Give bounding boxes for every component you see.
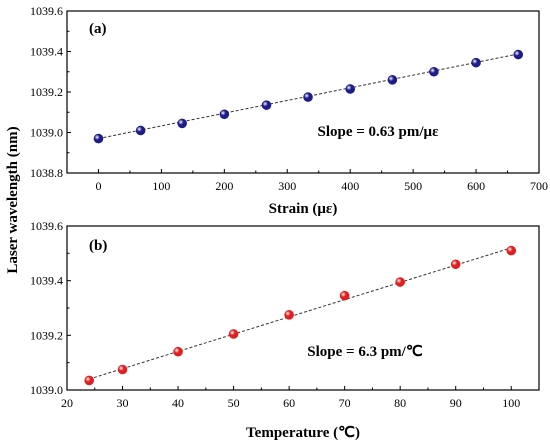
data-point — [339, 290, 350, 301]
x-tick-label: 500 — [404, 179, 422, 193]
x-tick-label: 100 — [152, 179, 170, 193]
x-axis-title: Strain (με) — [269, 201, 338, 217]
data-point — [387, 75, 398, 85]
x-tick-label: 80 — [394, 396, 406, 410]
x-tick-label: 70 — [339, 396, 351, 410]
x-tick-label: 100 — [502, 396, 520, 410]
data-point — [173, 346, 183, 357]
y-tick-label: 1039.4 — [30, 274, 63, 288]
plot-frame — [66, 225, 540, 391]
fit-line — [89, 247, 512, 380]
slope-annotation: Slope = 6.3 pm/℃ — [307, 344, 423, 360]
data-point — [345, 84, 356, 94]
y-tick-label: 1039.2 — [30, 328, 63, 342]
y-tick-label: 1039.2 — [30, 85, 63, 99]
data-point — [513, 49, 524, 60]
shared-y-axis-title: Laser wavelength (nm) — [5, 126, 21, 273]
x-tick-label: 0 — [95, 179, 101, 193]
x-tick-label: 200 — [215, 179, 233, 193]
x-tick-label: 60 — [283, 396, 295, 410]
y-tick-label: 1039.4 — [30, 45, 63, 59]
x-tick-label: 50 — [228, 396, 240, 410]
x-tick-label: 400 — [341, 179, 359, 193]
plot-frame — [66, 10, 540, 174]
x-tick-label: 40 — [172, 396, 184, 410]
y-tick-label: 1039.0 — [30, 126, 63, 140]
data-point — [135, 125, 146, 136]
data-point — [117, 364, 128, 375]
fit-line — [98, 53, 519, 140]
y-tick-label: 1039.6 — [30, 4, 63, 18]
data-point — [84, 375, 95, 386]
data-point — [395, 277, 405, 287]
x-tick-label: 20 — [61, 396, 73, 410]
data-point — [429, 66, 439, 77]
y-tick-label: 1038.8 — [30, 166, 63, 180]
data-point — [284, 310, 294, 320]
slope-annotation: Slope = 0.63 pm/με — [318, 124, 440, 140]
x-axis-title: Temperature (℃) — [246, 425, 360, 441]
data-point — [177, 118, 187, 129]
panel-label: (b) — [89, 238, 107, 254]
data-point — [219, 109, 230, 120]
data-point — [261, 100, 272, 110]
x-tick-label: 300 — [278, 179, 296, 193]
data-point — [228, 329, 239, 339]
panel-b: 20 30 40 50 60 70 80 90 100 1039.0 1039.2 1039.4 103… — [30, 219, 540, 441]
panel-label: (a) — [89, 21, 107, 37]
y-tick-label: 1039.0 — [30, 383, 63, 397]
x-tick-label: 600 — [467, 179, 485, 193]
data-point — [506, 245, 517, 256]
data-point — [471, 57, 481, 68]
y-tick-label: 1039.6 — [30, 219, 63, 233]
panel-a: 0 100 200 300 400 500 600 700 1038.8 1039.0 1039.2… — [30, 4, 548, 217]
x-tick-label: 30 — [117, 396, 129, 410]
data-point — [450, 259, 461, 270]
data-point — [303, 92, 313, 102]
x-tick-label: 90 — [450, 396, 462, 410]
x-tick-label: 700 — [530, 179, 548, 193]
data-point — [93, 133, 104, 144]
